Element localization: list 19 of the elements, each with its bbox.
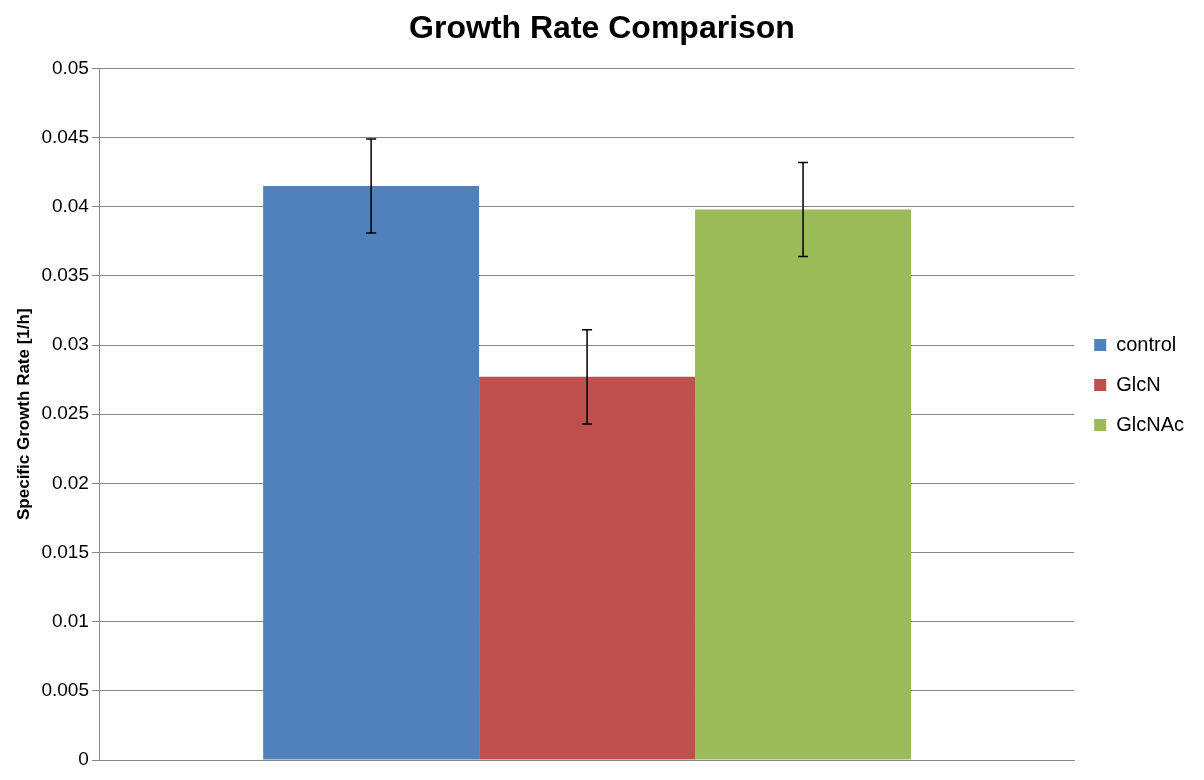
y-axis-title: Specific Growth Rate [1/h] [13, 308, 33, 520]
legend-label: control [1116, 332, 1177, 355]
y-tick-label: 0.03 [51, 333, 89, 355]
bar [695, 209, 912, 760]
bar [263, 185, 480, 760]
bar [479, 376, 696, 760]
legend-label: GlcN [1116, 372, 1161, 395]
y-tick-label: 0.035 [41, 264, 89, 286]
y-tick-label: 0.01 [51, 609, 89, 631]
y-tick-label: 0.05 [51, 56, 89, 78]
y-tick-label: 0.025 [41, 402, 89, 424]
y-tick-label: 0.045 [41, 125, 89, 147]
legend-label: GlcNAc [1116, 412, 1185, 435]
y-tick-label: 0.015 [41, 540, 89, 562]
y-tick-label: 0.02 [51, 471, 89, 493]
chart-title: Growth Rate Comparison [409, 9, 795, 46]
y-tick-label: 0.04 [51, 194, 90, 216]
y-tick-label: 0.005 [41, 679, 89, 701]
y-tick-label: 0 [78, 748, 89, 770]
